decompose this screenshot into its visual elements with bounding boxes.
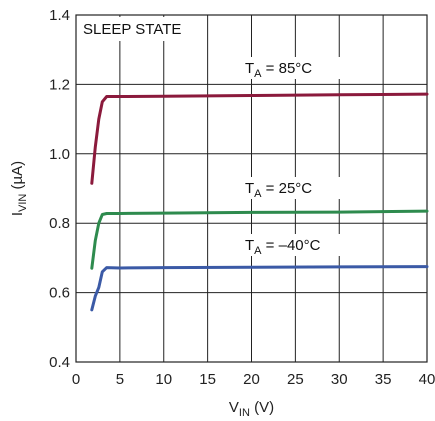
annotation-box [78, 17, 188, 41]
series-label-bg [242, 234, 342, 256]
series-label-sub: A [254, 68, 262, 80]
y-tick-label: 0.6 [49, 285, 70, 302]
series-label-rest: = 25°C [262, 180, 313, 197]
series-line [90, 265, 429, 312]
series-label-main: T [245, 237, 254, 254]
series-label-sub: A [254, 245, 262, 257]
series-label-rest: = –40°C [262, 237, 321, 254]
y-tick-label: 1.4 [49, 7, 70, 24]
y-tick-label: 1.2 [49, 76, 70, 93]
x-tick-label: 10 [155, 371, 172, 388]
series-label: TA = 85°C [245, 60, 312, 80]
series-label-main: T [245, 60, 254, 77]
y-axis-label-sub: VIN [17, 194, 29, 212]
x-axis-label: VIN (V) [229, 399, 274, 419]
series-label: TA = –40°C [245, 237, 321, 257]
y-tick-label: 1.0 [49, 146, 70, 163]
series-label-layer: TA = 85°CTA = 25°CTA = –40°C [242, 57, 342, 257]
series-label-rest: = 85°C [262, 60, 313, 77]
y-axis-label-main: I [9, 212, 26, 216]
plot-frame [75, 14, 428, 363]
x-tick-label: 35 [375, 371, 392, 388]
annotation: SLEEP STATE [83, 21, 181, 38]
series-label-main: T [245, 180, 254, 197]
series-label-bg [242, 57, 342, 79]
y-axis-label: IVIN (µA) [9, 161, 29, 216]
x-tick-label: 5 [116, 371, 124, 388]
tick-layer: 0 5 10 15 20 25 30 35 40 0.4 0.6 0.8 1.0 1.2 1.4 [49, 7, 435, 388]
series-line [90, 209, 429, 270]
series-label: TA = 25°C [245, 180, 312, 200]
y-tick-label: 0.4 [49, 354, 70, 371]
x-axis-label-unit: (V) [250, 399, 274, 416]
x-tick-label: 0 [72, 371, 80, 388]
x-tick-label: 20 [243, 371, 260, 388]
y-tick-label: 0.8 [49, 215, 70, 232]
series-line [90, 92, 429, 185]
series-layer [90, 92, 429, 312]
y-axis-label-unit: (µA) [9, 161, 26, 194]
x-tick-label: 30 [331, 371, 348, 388]
series-label-bg [242, 177, 342, 199]
x-tick-label: 15 [199, 371, 216, 388]
x-axis-label-sub: IN [239, 407, 250, 419]
x-tick-label: 40 [419, 371, 435, 388]
x-tick-label: 25 [287, 371, 304, 388]
x-axis-label-main: V [229, 399, 239, 416]
series-label-sub: A [254, 188, 262, 200]
